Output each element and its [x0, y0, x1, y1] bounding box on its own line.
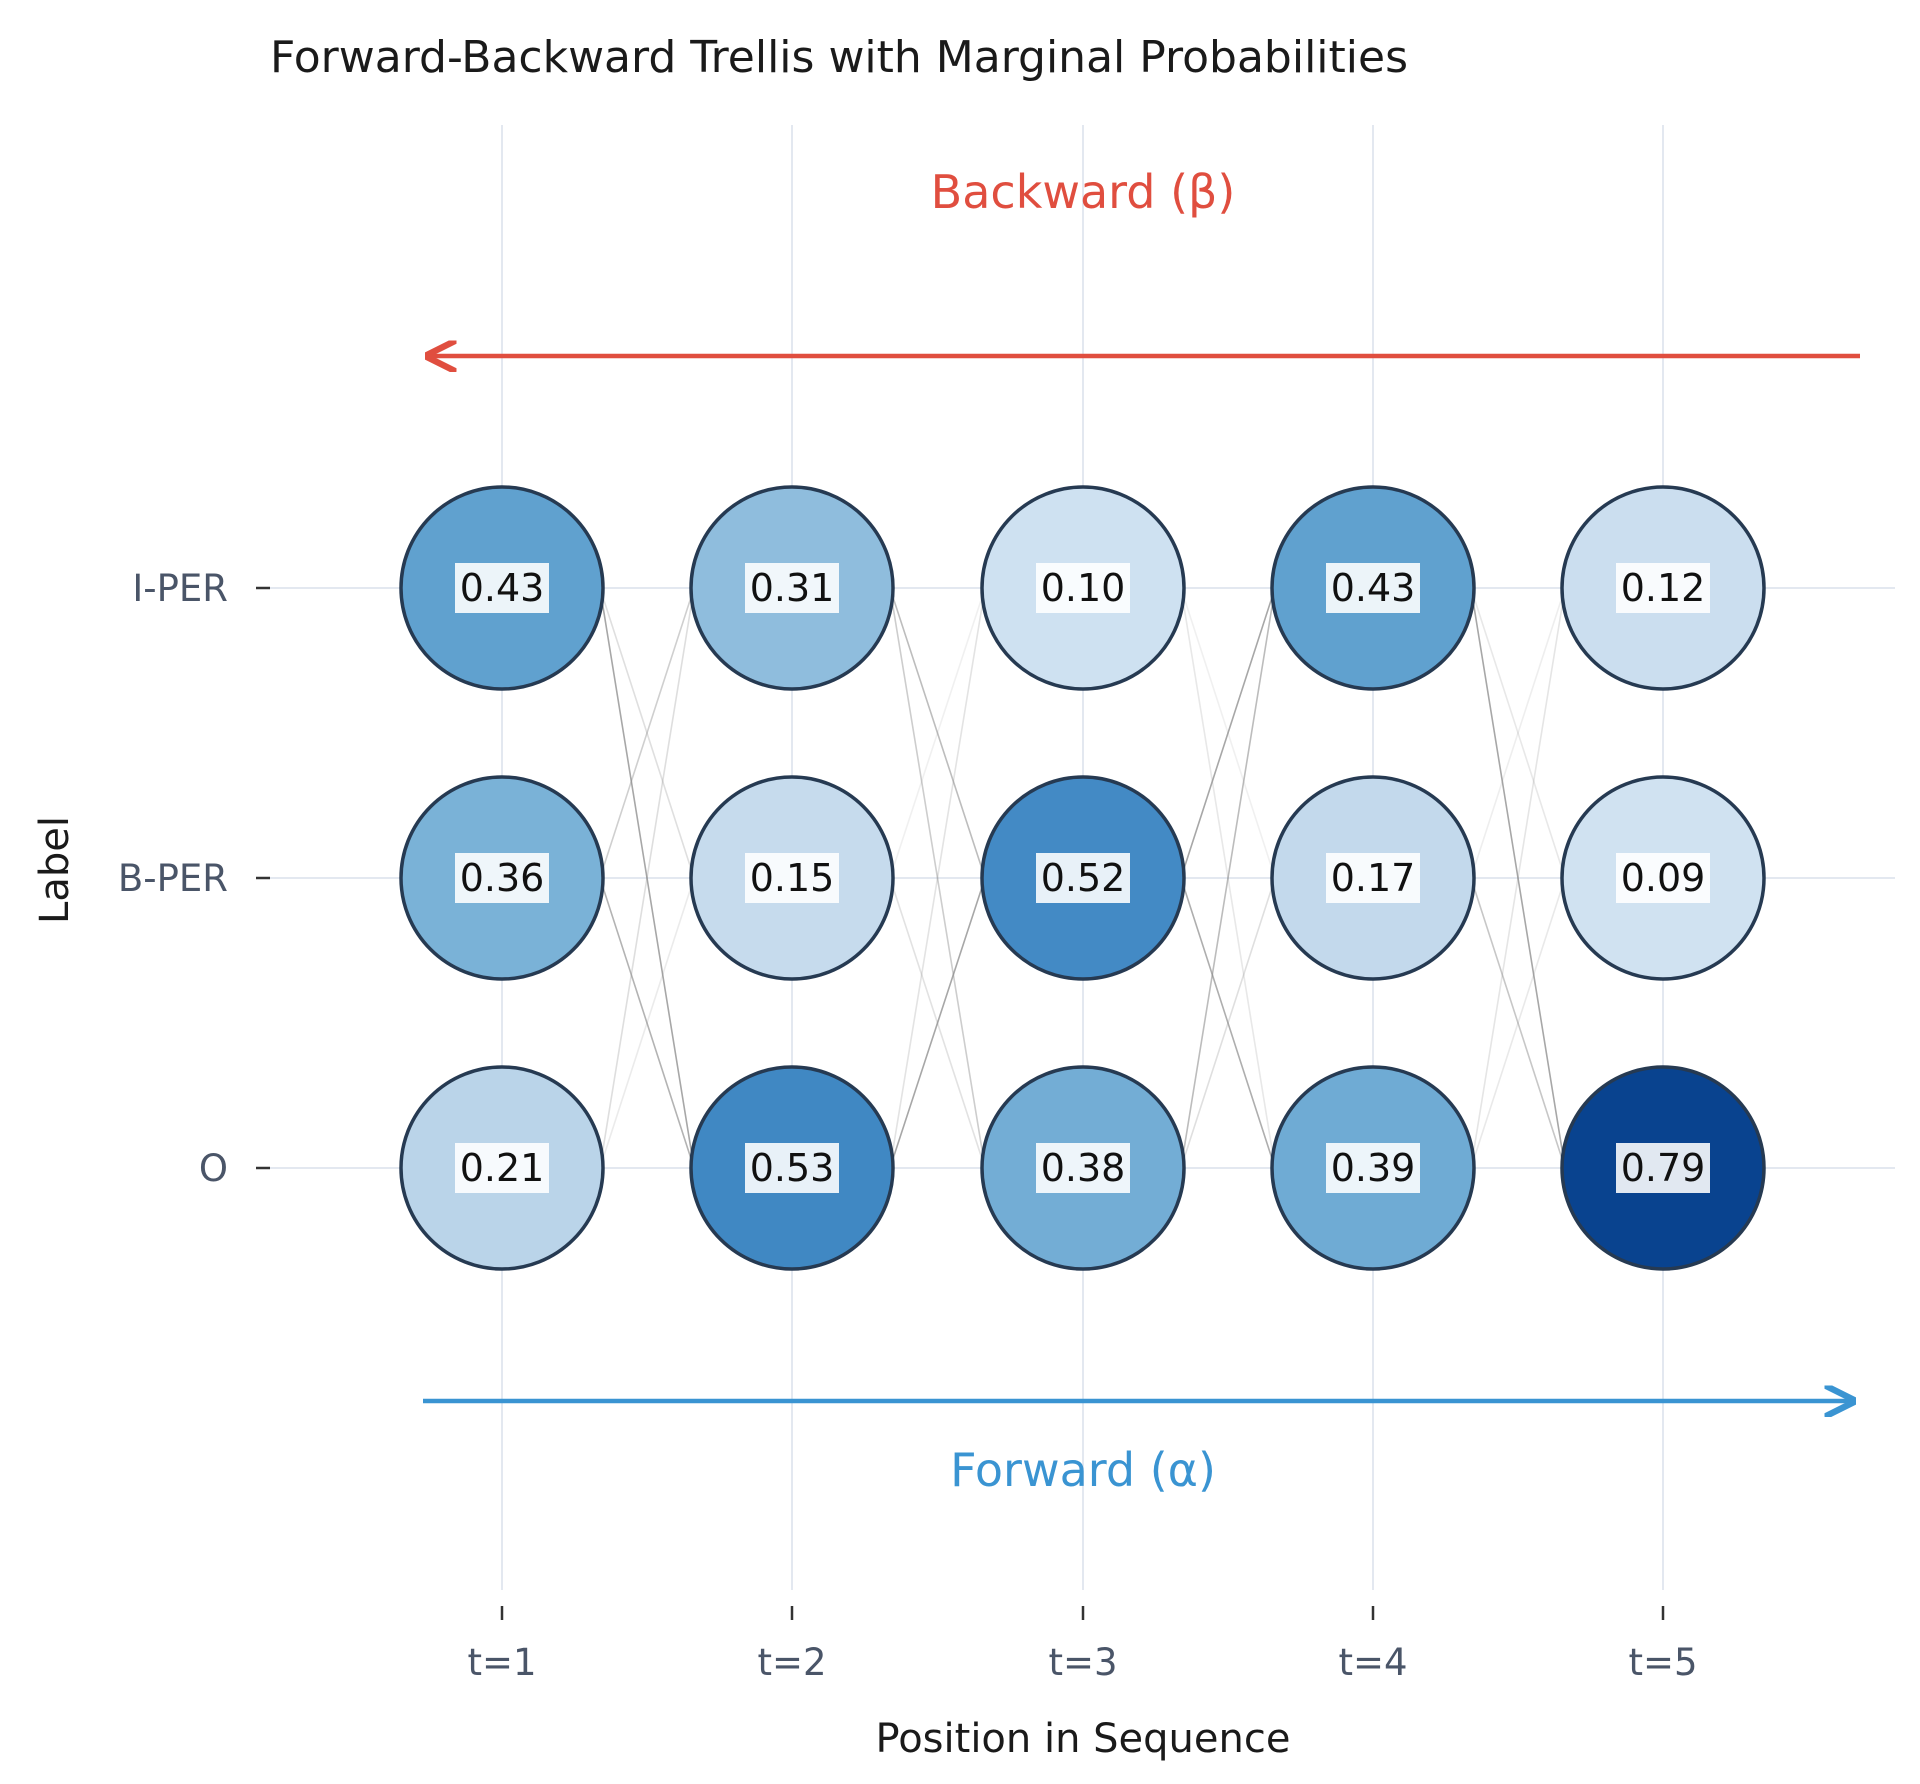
trellis-node: 0.38	[980, 1065, 1186, 1271]
node-value-label: 0.39	[1331, 1146, 1416, 1190]
node-label-background	[1036, 1143, 1130, 1193]
x-tick-label: t=4	[1338, 1641, 1407, 1684]
node-label-background	[1326, 563, 1420, 613]
trellis-node: 0.39	[1270, 1065, 1476, 1271]
node-label-background	[1616, 563, 1710, 613]
trellis-node: 0.31	[689, 485, 895, 691]
transition-edge	[1470, 587, 1566, 879]
trellis-node: 0.52	[980, 775, 1186, 981]
trellis-node: 0.09	[1560, 775, 1766, 981]
trellis-node: 0.12	[1560, 485, 1766, 691]
chart-title: Forward-Backward Trellis with Marginal P…	[270, 32, 1408, 83]
transition-edge	[1470, 587, 1566, 1169]
node-value-label: 0.31	[750, 566, 835, 610]
node-value-label: 0.38	[1041, 1146, 1126, 1190]
node-value-label: 0.36	[460, 856, 545, 900]
trellis-node: 0.21	[399, 1065, 605, 1271]
transition-edge	[599, 877, 695, 1169]
transition-edge	[599, 587, 695, 1169]
trellis-node: 0.17	[1270, 775, 1476, 981]
backward-label: Backward (β)	[931, 165, 1236, 219]
trellis-node: 0.79	[1560, 1065, 1766, 1271]
y-tick-label: I-PER	[132, 567, 228, 610]
node-value-label: 0.43	[460, 566, 545, 610]
x-tick-label: t=5	[1628, 1641, 1697, 1684]
node-label-background	[745, 1143, 839, 1193]
node-label-background	[1036, 563, 1130, 613]
transition-edge	[889, 587, 986, 879]
node-value-label: 0.52	[1041, 856, 1126, 900]
node-value-label: 0.79	[1621, 1146, 1706, 1190]
forward-label: Forward (α)	[950, 1443, 1216, 1497]
transition-edge	[1180, 587, 1276, 879]
y-axis-title: Label	[32, 816, 78, 924]
x-tick-label: t=1	[467, 1641, 536, 1684]
transition-edge	[1470, 587, 1566, 1169]
transition-edge	[889, 587, 986, 1169]
trellis-node: 0.43	[1270, 485, 1476, 691]
trellis-nodes: 0.43 0.31 0.10 0.43 0.12 0.36 0.15 0.52 0.17 0.09…	[399, 485, 1766, 1271]
node-label-background	[745, 563, 839, 613]
axes: t=1 t=2 t=3 t=4 t=5 I-PER B-PER O	[118, 567, 1698, 1684]
node-value-label: 0.10	[1041, 566, 1126, 610]
transition-edge	[1470, 587, 1566, 879]
y-tick-label: B-PER	[118, 857, 228, 900]
node-value-label: 0.21	[460, 1146, 545, 1190]
trellis-node: 0.10	[980, 485, 1186, 691]
transition-edge	[1470, 877, 1566, 1169]
transition-edge	[599, 587, 695, 1169]
transition-edge	[889, 587, 986, 1169]
y-tick-label: O	[199, 1147, 228, 1190]
transition-edge	[889, 877, 986, 1169]
transition-edge	[1180, 587, 1276, 1169]
trellis-node: 0.15	[689, 775, 895, 981]
node-value-label: 0.12	[1621, 566, 1706, 610]
transition-edge	[599, 587, 695, 879]
transition-edge	[1470, 877, 1566, 1169]
node-value-label: 0.09	[1621, 856, 1706, 900]
trellis-node: 0.53	[689, 1065, 895, 1271]
trellis-node: 0.36	[399, 775, 605, 981]
node-label-background	[1036, 853, 1130, 903]
node-label-background	[745, 853, 839, 903]
x-axis-title: Position in Sequence	[876, 1716, 1291, 1762]
x-tick-label: t=2	[757, 1641, 826, 1684]
node-value-label: 0.15	[750, 856, 835, 900]
node-label-background	[1616, 853, 1710, 903]
node-label-background	[1326, 1143, 1420, 1193]
node-label-background	[1326, 853, 1420, 903]
node-label-background	[455, 853, 549, 903]
node-value-label: 0.17	[1331, 856, 1416, 900]
transition-edge	[599, 587, 695, 879]
node-value-label: 0.43	[1331, 566, 1416, 610]
transition-edges	[599, 587, 1566, 1169]
x-tick-label: t=3	[1048, 1641, 1117, 1684]
trellis-node: 0.43	[399, 485, 605, 691]
node-label-background	[455, 563, 549, 613]
transition-edge	[1180, 877, 1276, 1169]
node-value-label: 0.53	[750, 1146, 835, 1190]
node-label-background	[1616, 1143, 1710, 1193]
transition-edge	[599, 877, 695, 1169]
node-label-background	[455, 1143, 549, 1193]
transition-edge	[889, 587, 986, 879]
transition-edge	[1180, 877, 1276, 1169]
